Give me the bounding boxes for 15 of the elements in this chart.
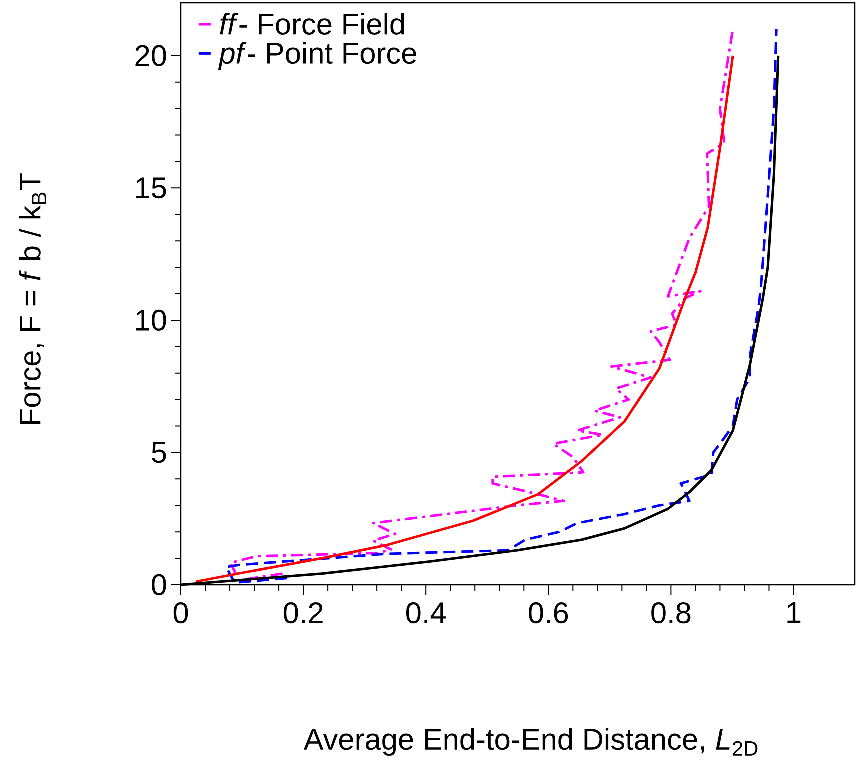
legend-label: ff- Force Field bbox=[220, 12, 404, 35]
x-tick-label: 0.6 bbox=[529, 602, 568, 624]
y-tick-label: 5 bbox=[152, 442, 166, 464]
x-tick-label: 0.2 bbox=[284, 602, 323, 624]
y-tick-label: 0 bbox=[152, 574, 166, 596]
y-tick-label: 20 bbox=[136, 45, 166, 66]
legend-label: pf- Point Force bbox=[218, 42, 416, 70]
x-tick-label: 0.4 bbox=[406, 602, 446, 624]
x-axis-title: Average End-to-End Distance, L$_{2D}$ bbox=[304, 728, 758, 756]
x-tick-label: 0 bbox=[174, 602, 188, 624]
x-tick-label: 0.8 bbox=[652, 602, 691, 624]
x-tick-label: 1 bbox=[788, 602, 801, 624]
y-axis-title: Force, F = f b / k$_{B}$T bbox=[18, 174, 46, 424]
y-tick-label: 15 bbox=[136, 178, 166, 199]
y-tick-label: 10 bbox=[136, 310, 166, 332]
